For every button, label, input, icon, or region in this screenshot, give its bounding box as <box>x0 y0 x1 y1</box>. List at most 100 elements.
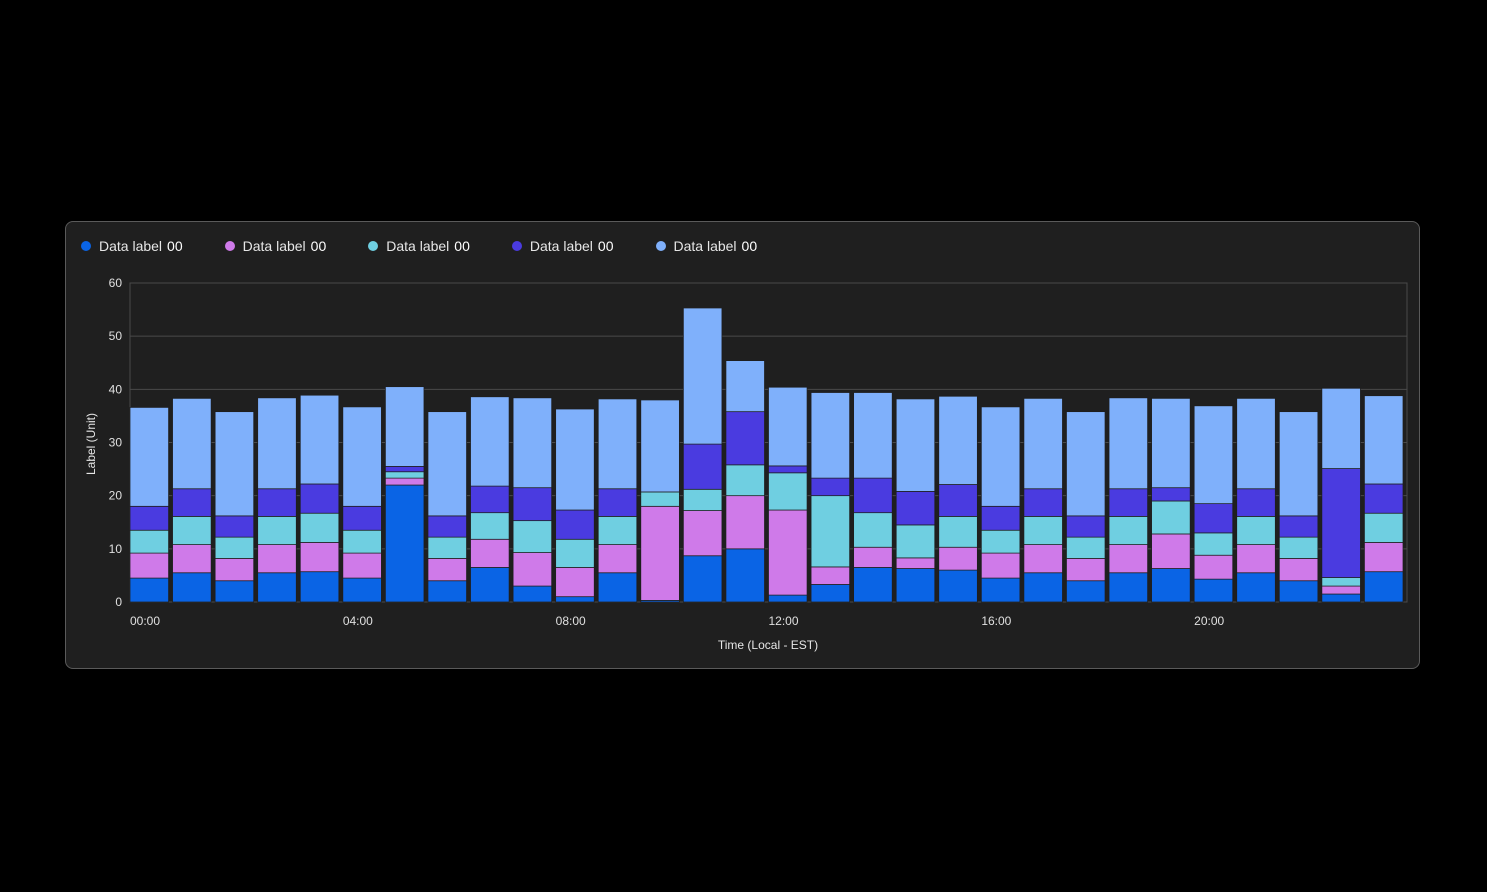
bar-segment[interactable] <box>1151 568 1191 603</box>
bar-segment[interactable] <box>342 577 382 603</box>
bar-segment[interactable] <box>768 594 808 603</box>
bar-segment[interactable] <box>810 584 851 603</box>
bar-segment[interactable] <box>1108 488 1148 517</box>
bar-segment[interactable] <box>1278 411 1319 517</box>
bar-segment[interactable] <box>427 580 467 603</box>
bar-segment[interactable] <box>980 529 1021 554</box>
bar-segment[interactable] <box>682 510 723 557</box>
bar-segment[interactable] <box>385 466 425 473</box>
bar-segment[interactable] <box>810 566 851 585</box>
bar-segment[interactable] <box>682 443 723 490</box>
bar-segment[interactable] <box>1321 387 1361 469</box>
bar-segment[interactable] <box>1151 487 1191 502</box>
bar-segment[interactable] <box>172 544 212 574</box>
bar-segment[interactable] <box>1236 488 1276 517</box>
bar-segment[interactable] <box>682 488 723 511</box>
bar-segment[interactable] <box>725 360 765 413</box>
bar-segment[interactable] <box>1364 483 1404 514</box>
bar-segment[interactable] <box>385 386 425 467</box>
bar-segment[interactable] <box>172 516 212 545</box>
bar-segment[interactable] <box>1066 536 1106 559</box>
bar-segment[interactable] <box>980 577 1021 603</box>
bar-segment[interactable] <box>853 512 893 548</box>
bar-segment[interactable] <box>427 558 467 582</box>
legend-item-5[interactable]: Data label 00 <box>655 238 757 254</box>
bar-segment[interactable] <box>1278 580 1319 603</box>
bar-segment[interactable] <box>1278 558 1319 582</box>
bar-segment[interactable] <box>342 529 382 554</box>
bar-segment[interactable] <box>725 464 765 497</box>
bar-segment[interactable] <box>129 529 169 554</box>
bar-segment[interactable] <box>257 516 297 545</box>
bar-segment[interactable] <box>1023 488 1063 517</box>
bar-segment[interactable] <box>1023 544 1063 574</box>
bar-segment[interactable] <box>597 572 638 603</box>
bar-segment[interactable] <box>1236 544 1276 574</box>
bar-segment[interactable] <box>299 571 340 603</box>
bar-segment[interactable] <box>938 516 978 548</box>
bar-segment[interactable] <box>895 568 936 603</box>
bar-segment[interactable] <box>938 546 978 571</box>
bar-segment[interactable] <box>853 567 893 603</box>
bar-segment[interactable] <box>512 585 553 603</box>
bar-segment[interactable] <box>768 509 808 596</box>
bar-segment[interactable] <box>725 495 765 550</box>
bar-segment[interactable] <box>257 488 297 517</box>
bar-segment[interactable] <box>640 399 680 493</box>
bar-segment[interactable] <box>810 495 851 568</box>
bar-segment[interactable] <box>597 398 638 490</box>
bar-segment[interactable] <box>810 477 851 497</box>
bar-segment[interactable] <box>938 395 978 485</box>
bar-segment[interactable] <box>768 472 808 511</box>
bar-segment[interactable] <box>597 544 638 574</box>
bar-segment[interactable] <box>1321 593 1361 603</box>
bar-segment[interactable] <box>214 580 255 603</box>
bar-segment[interactable] <box>257 397 297 490</box>
bar-segment[interactable] <box>895 557 936 569</box>
bar-segment[interactable] <box>682 555 723 603</box>
bar-segment[interactable] <box>1151 533 1191 569</box>
bar-segment[interactable] <box>299 542 340 573</box>
bar-segment[interactable] <box>172 572 212 603</box>
bar-segment[interactable] <box>1151 397 1191 489</box>
bar-segment[interactable] <box>938 569 978 603</box>
bar-segment[interactable] <box>768 386 808 467</box>
bar-segment[interactable] <box>810 392 851 479</box>
bar-segment[interactable] <box>512 520 553 553</box>
bar-segment[interactable] <box>555 567 595 598</box>
bar-segment[interactable] <box>385 471 425 479</box>
bar-segment[interactable] <box>640 505 680 601</box>
bar-segment[interactable] <box>1151 500 1191 535</box>
bar-segment[interactable] <box>470 538 510 568</box>
bar-segment[interactable] <box>427 411 467 517</box>
bar-segment[interactable] <box>768 465 808 474</box>
bar-segment[interactable] <box>895 491 936 526</box>
bar-segment[interactable] <box>1023 516 1063 545</box>
bar-segment[interactable] <box>214 558 255 582</box>
bar-segment[interactable] <box>1023 397 1063 490</box>
bar-segment[interactable] <box>342 552 382 579</box>
bar-segment[interactable] <box>470 567 510 603</box>
bar-segment[interactable] <box>555 538 595 568</box>
bar-segment[interactable] <box>299 512 340 543</box>
bar-segment[interactable] <box>470 512 510 540</box>
bar-segment[interactable] <box>342 505 382 531</box>
bar-segment[interactable] <box>1236 572 1276 603</box>
bar-segment[interactable] <box>470 485 510 514</box>
legend-item-3[interactable]: Data label 00 <box>368 238 470 254</box>
bar-segment[interactable] <box>725 548 765 603</box>
bar-segment[interactable] <box>172 397 212 490</box>
bar-segment[interactable] <box>1193 503 1234 534</box>
bar-segment[interactable] <box>853 546 893 568</box>
bar-segment[interactable] <box>1321 585 1361 595</box>
bar-segment[interactable] <box>172 488 212 517</box>
bar-segment[interactable] <box>1278 515 1319 538</box>
bar-segment[interactable] <box>980 505 1021 531</box>
bar-segment[interactable] <box>257 572 297 603</box>
bar-segment[interactable] <box>129 505 169 531</box>
bar-segment[interactable] <box>1108 516 1148 545</box>
bar-segment[interactable] <box>470 396 510 487</box>
bar-segment[interactable] <box>427 515 467 538</box>
bar-segment[interactable] <box>129 577 169 603</box>
bar-segment[interactable] <box>1193 578 1234 603</box>
